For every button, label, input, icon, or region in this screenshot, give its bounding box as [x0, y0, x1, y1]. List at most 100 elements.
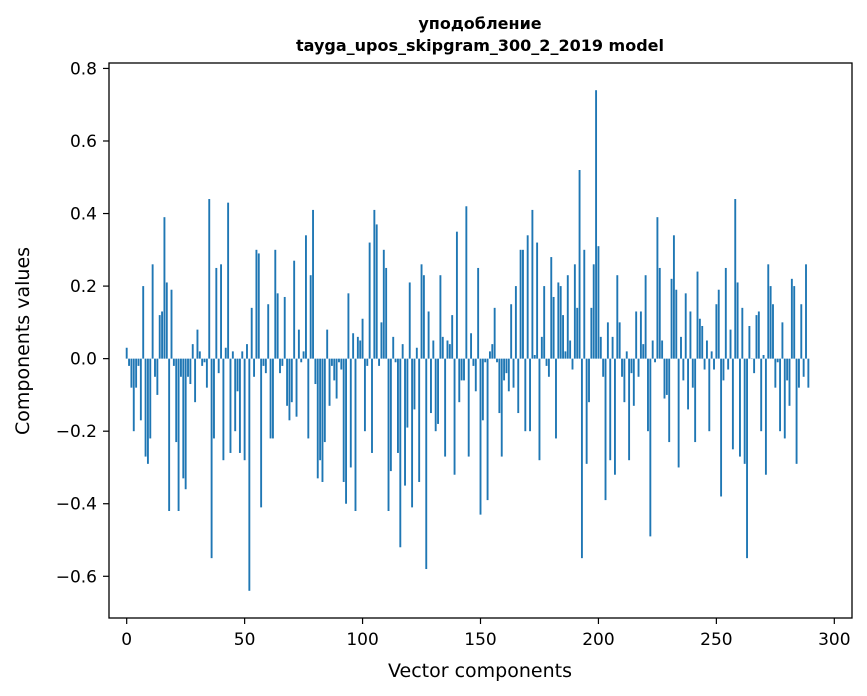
bar-20 [172, 358, 175, 366]
bar-19 [170, 289, 173, 359]
bar-123 [415, 347, 418, 359]
bar-231 [670, 278, 673, 359]
bar-230 [668, 358, 671, 443]
bar-92 [342, 358, 345, 482]
bar-227 [661, 340, 664, 359]
bar-2 [130, 358, 133, 388]
bar-104 [371, 358, 373, 453]
y-tick-label: 0.2 [70, 277, 97, 297]
bar-183 [557, 282, 560, 359]
bar-114 [394, 358, 397, 363]
bar-73 [297, 329, 300, 359]
bar-49 [241, 351, 244, 359]
bar-201 [599, 336, 602, 359]
bar-31 [198, 351, 201, 359]
bar-170 [526, 235, 529, 359]
bar-168 [522, 249, 524, 359]
bar-1 [128, 358, 130, 366]
bar-7 [142, 286, 145, 359]
bar-242 [696, 271, 699, 359]
bar-193 [580, 358, 583, 559]
bar-89 [335, 358, 338, 399]
bar-238 [687, 358, 690, 410]
chart-title: уподобление [418, 14, 541, 33]
bar-151 [481, 358, 484, 421]
bar-270 [762, 355, 765, 359]
bar-224 [654, 358, 656, 363]
bar-61 [269, 358, 272, 439]
bar-271 [764, 358, 767, 475]
bar-58 [262, 358, 265, 366]
bar-233 [675, 289, 678, 359]
bar-86 [328, 358, 331, 406]
bar-10 [149, 358, 152, 439]
y-tick-label: 0.8 [70, 59, 97, 79]
bar-281 [788, 358, 791, 406]
bar-225 [656, 217, 659, 359]
bar-194 [583, 249, 586, 359]
bar-185 [562, 315, 564, 359]
bar-17 [165, 282, 168, 359]
bar-286 [800, 304, 803, 359]
bar-284 [795, 358, 798, 464]
bar-163 [510, 304, 513, 359]
bar-43 [227, 202, 230, 359]
bar-239 [689, 311, 692, 359]
bar-25 [184, 358, 187, 490]
bar-0 [125, 347, 128, 359]
bar-256 [729, 329, 732, 359]
bar-48 [238, 358, 241, 453]
bar-117 [401, 344, 404, 359]
bar-133 [439, 275, 442, 359]
bar-232 [672, 235, 675, 359]
bar-140 [455, 231, 458, 359]
bar-148 [474, 358, 477, 392]
bar-54 [253, 358, 256, 377]
bar-182 [555, 358, 557, 439]
x-tick-label: 250 [700, 630, 732, 650]
x-tick-label: 100 [346, 630, 378, 650]
bar-128 [427, 311, 430, 359]
bar-28 [191, 344, 194, 359]
bar-275 [774, 358, 777, 388]
bar-277 [779, 358, 782, 432]
bar-211 [623, 358, 626, 403]
bar-111 [387, 358, 390, 511]
bar-5 [137, 358, 140, 366]
bar-75 [302, 351, 305, 359]
bar-84 [323, 358, 326, 443]
bar-222 [649, 358, 652, 537]
bar-263 [746, 358, 748, 559]
bar-60 [267, 304, 270, 359]
bar-251 [717, 289, 720, 359]
bar-217 [637, 358, 640, 377]
bar-56 [257, 253, 260, 359]
bar-105 [373, 209, 376, 359]
bar-83 [321, 358, 324, 482]
bar-23 [180, 358, 182, 377]
bar-96 [352, 333, 355, 359]
bar-235 [680, 336, 682, 359]
bar-257 [731, 358, 734, 450]
bar-112 [389, 358, 392, 472]
bar-252 [720, 358, 723, 497]
bar-213 [628, 358, 631, 461]
bar-76 [305, 235, 307, 359]
bar-247 [708, 358, 711, 432]
bar-154 [488, 351, 491, 359]
bar-38 [215, 267, 218, 359]
bars-group [125, 90, 810, 591]
bar-196 [588, 358, 590, 403]
bar-229 [665, 358, 668, 395]
bar-135 [444, 358, 447, 457]
bar-120 [408, 282, 411, 359]
bar-181 [552, 296, 555, 359]
bar-204 [606, 322, 609, 359]
bar-67 [283, 296, 286, 359]
bar-100 [361, 318, 364, 359]
bar-115 [397, 358, 399, 453]
bar-116 [399, 358, 402, 548]
bar-272 [767, 264, 770, 359]
bar-14 [158, 315, 161, 359]
bar-237 [684, 293, 687, 359]
